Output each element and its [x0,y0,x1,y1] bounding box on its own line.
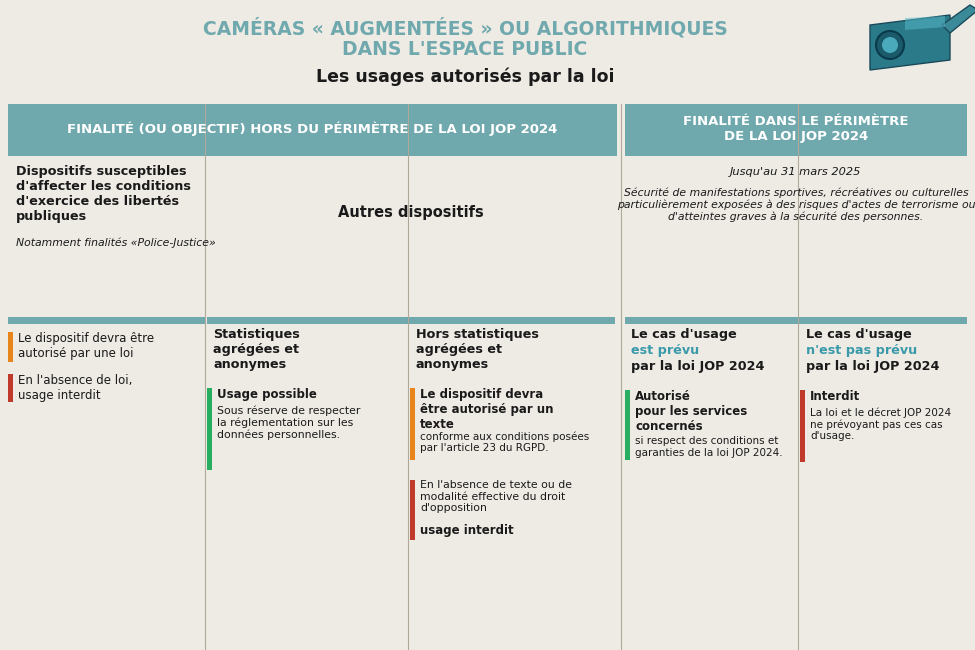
Text: par la loi JOP 2024: par la loi JOP 2024 [806,360,940,373]
Bar [625,390,630,460]
Text: Le cas d'usage: Le cas d'usage [806,328,912,341]
Bar [207,317,615,324]
Text: La loi et le décret JOP 2024
ne prévoyant pas ces cas
d'usage.: La loi et le décret JOP 2024 ne prévoyan… [810,407,952,441]
Bar [800,390,805,462]
Bar [8,332,13,362]
Text: par la loi JOP 2024: par la loi JOP 2024 [631,360,764,373]
Bar [410,388,415,460]
Text: Le dispositif devra être
autorisé par une loi: Le dispositif devra être autorisé par un… [18,332,154,360]
Text: En l'absence de texte ou de
modalité effective du droit
d'opposition: En l'absence de texte ou de modalité eff… [420,480,572,514]
Text: Jusqu'au 31 mars 2025: Jusqu'au 31 mars 2025 [730,167,862,177]
Text: Dispositifs susceptibles
d'affecter les conditions
d'exercice des libertés
publi: Dispositifs susceptibles d'affecter les … [16,165,191,223]
Text: conforme aux conditions posées
par l'article 23 du RGPD.: conforme aux conditions posées par l'art… [420,431,589,453]
Polygon shape [870,15,950,70]
Text: Usage possible: Usage possible [217,388,317,401]
Text: est prévu: est prévu [631,344,699,357]
Text: si respect des conditions et
garanties de la loi JOP 2024.: si respect des conditions et garanties d… [635,436,783,458]
Text: Autres dispositifs: Autres dispositifs [338,205,484,220]
Bar [8,374,13,402]
Text: Autorisé
pour les services
concernés: Autorisé pour les services concernés [635,390,747,433]
Text: Notamment finalités «Police-Justice»: Notamment finalités «Police-Justice» [16,237,215,248]
Text: Statistiques
agrégées et
anonymes: Statistiques agrégées et anonymes [213,328,299,371]
Text: n'est pas prévu: n'est pas prévu [806,344,917,357]
Text: Le cas d'usage: Le cas d'usage [631,328,737,341]
Bar [625,104,967,156]
Text: FINALITÉ (OU OBJECTIF) HORS DU PÉRIMÈTRE DE LA LOI JOP 2024: FINALITÉ (OU OBJECTIF) HORS DU PÉRIMÈTRE… [67,122,558,136]
Bar [625,317,967,324]
Text: Hors statistiques
agrégées et
anonymes: Hors statistiques agrégées et anonymes [416,328,539,371]
Text: Sous réserve de respecter
la réglementation sur les
données personnelles.: Sous réserve de respecter la réglementat… [217,405,361,440]
Text: En l'absence de loi,
usage interdit: En l'absence de loi, usage interdit [18,374,133,402]
Text: FINALITÉ DANS LE PÉRIMÈTRE
DE LA LOI JOP 2024: FINALITÉ DANS LE PÉRIMÈTRE DE LA LOI JOP… [683,115,909,143]
Text: Interdit: Interdit [810,390,860,403]
Polygon shape [942,5,975,33]
Text: DANS L'ESPACE PUBLIC: DANS L'ESPACE PUBLIC [342,40,588,59]
Text: CAMÉRAS « AUGMENTÉES » OU ALGORITHMIQUES: CAMÉRAS « AUGMENTÉES » OU ALGORITHMIQUES [203,18,727,38]
Polygon shape [905,16,945,30]
Text: Sécurité de manifestations sportives, récréatives ou culturelles
particulièremen: Sécurité de manifestations sportives, ré… [617,187,975,222]
Bar [8,104,617,156]
Bar [410,480,415,540]
Circle shape [876,31,904,59]
Circle shape [882,37,898,53]
Text: Le dispositif devra
être autorisé par un
texte: Le dispositif devra être autorisé par un… [420,388,554,431]
Bar [207,388,212,470]
Text: usage interdit: usage interdit [420,524,514,537]
Bar [8,317,205,324]
Text: Les usages autorisés par la loi: Les usages autorisés par la loi [316,68,614,86]
